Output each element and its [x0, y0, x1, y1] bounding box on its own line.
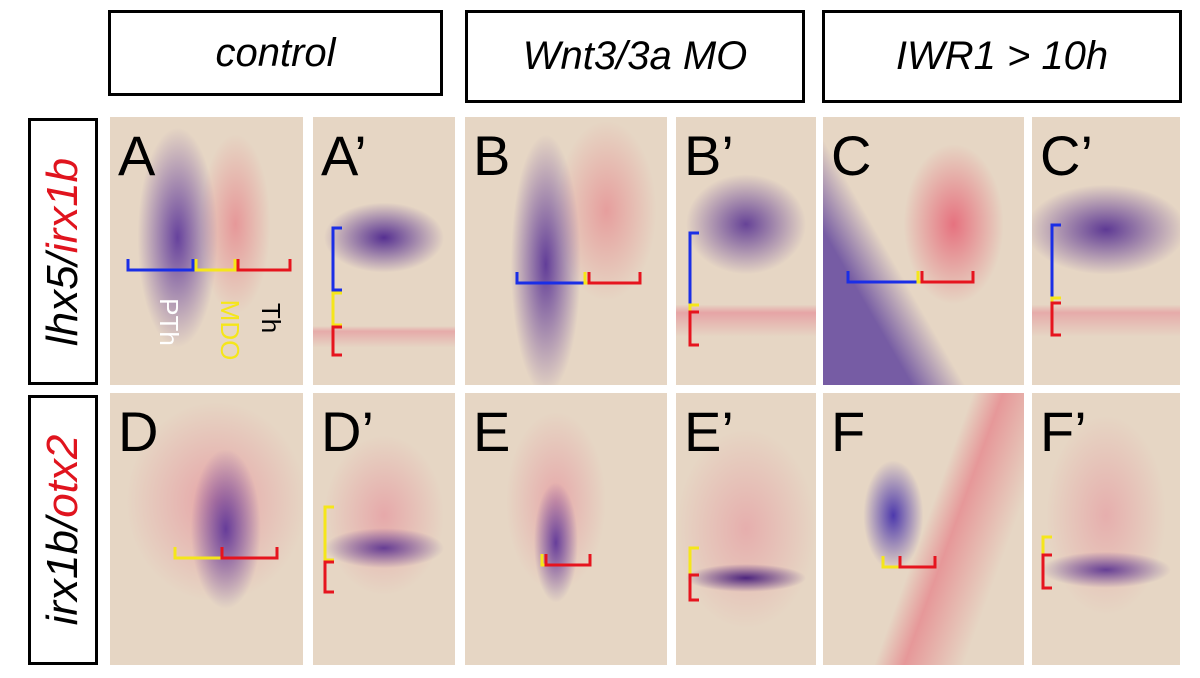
region-label: Th — [256, 303, 286, 333]
micrograph: F’ — [1032, 393, 1180, 665]
panel-letter: A’ — [321, 124, 367, 187]
micrograph: A — [110, 117, 303, 385]
micrograph: B’ — [676, 117, 816, 385]
panel-letter: E’ — [684, 400, 734, 463]
panel-letter: A — [118, 124, 156, 187]
region-label: MDO — [215, 300, 245, 361]
micrograph: B — [465, 117, 667, 385]
micrograph: C’ — [1032, 117, 1180, 385]
column-header: IWR1 > 10h — [822, 10, 1182, 103]
panel-letter: C — [831, 124, 872, 187]
micrograph: F — [823, 393, 1024, 665]
micrograph: C — [823, 117, 1024, 385]
micrograph: A’ — [313, 117, 455, 385]
panel-letter: E — [473, 400, 511, 463]
panel-letter: F’ — [1040, 400, 1087, 463]
panel-letter: F — [831, 400, 866, 463]
column-header: Wnt3/3a MO — [465, 10, 805, 103]
micrograph: E — [465, 393, 667, 665]
region-label: PTh — [154, 298, 184, 346]
panel-letter: D’ — [321, 400, 374, 463]
micrograph: D’ — [313, 393, 455, 665]
row-label: irx1b/otx2 — [28, 395, 98, 665]
panel-letter: D — [118, 400, 159, 463]
row-label: lhx5/irx1b — [28, 118, 98, 385]
micrograph: E’ — [676, 393, 816, 665]
column-header: control — [108, 10, 443, 96]
panel-letter: B — [473, 124, 511, 187]
micrograph: D — [110, 393, 303, 665]
panel-letter: C’ — [1040, 124, 1093, 187]
panel-letter: B’ — [684, 124, 734, 187]
